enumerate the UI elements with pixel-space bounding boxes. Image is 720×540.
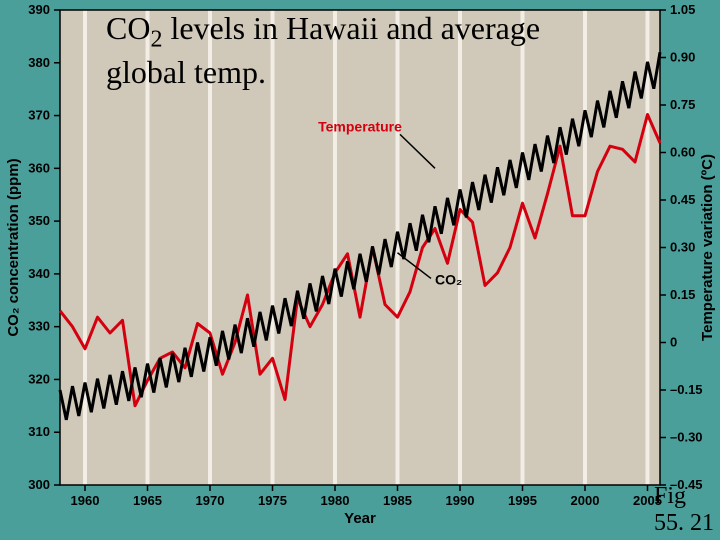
xticklabel: 1965 [133,493,162,508]
figure-caption: Fig 55. 21 [654,483,714,536]
yticklabel-left: 330 [28,319,50,334]
yticklabel-left: 350 [28,213,50,228]
yticklabel-right: 0.75 [670,97,695,112]
yticklabel-left: 360 [28,160,50,175]
slide-title: CO2 levels in Hawaii and average global … [96,6,456,97]
fig-line2: 55. 21 [654,510,714,536]
yticklabel-right: –0.30 [670,430,703,445]
title-line2: global temp. [106,54,446,91]
xticklabel: 1980 [321,493,350,508]
y-left-label: CO₂ concentration (ppm) [5,158,22,336]
yticklabel-right: 0.15 [670,287,695,302]
xticklabel: 1970 [196,493,225,508]
yticklabel-left: 340 [28,266,50,281]
y-right-label: Temperature variation (ºC) [699,154,716,341]
yticklabel-right: 0 [670,335,677,350]
title-sub: 2 [150,26,162,52]
yticklabel-left: 370 [28,108,50,123]
temperature-label: Temperature [318,118,402,134]
yticklabel-right: 1.05 [670,2,695,17]
yticklabel-left: 380 [28,55,50,70]
xticklabel: 1975 [258,493,287,508]
xticklabel: 1960 [71,493,100,508]
yticklabel-left: 300 [28,477,50,492]
yticklabel-right: –0.15 [670,382,703,397]
title-pre: CO [106,10,150,46]
xticklabel: 1990 [446,493,475,508]
yticklabel-left: 320 [28,371,50,386]
x-label: Year [344,510,376,527]
title-post: levels in Hawaii and average [162,10,540,46]
co2-label: CO₂ [435,271,462,287]
xticklabel: 1995 [508,493,537,508]
xticklabel: 1985 [383,493,412,508]
yticklabel-right: 0.60 [670,145,695,160]
yticklabel-right: 0.90 [670,50,695,65]
xticklabel: 2000 [571,493,600,508]
yticklabel-right: 0.45 [670,192,695,207]
yticklabel-left: 310 [28,424,50,439]
yticklabel-right: 0.30 [670,240,695,255]
fig-line1: Fig [654,483,714,509]
yticklabel-left: 390 [28,2,50,17]
